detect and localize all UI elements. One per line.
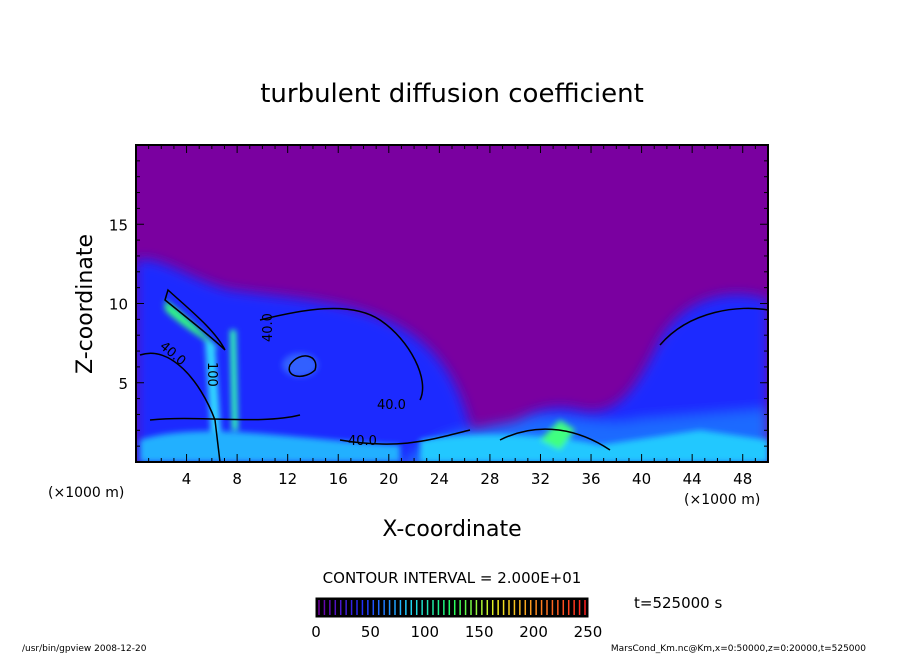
x-tick-label: 20	[379, 470, 398, 488]
x-axis-label: X-coordinate	[382, 517, 521, 542]
colorbar-tick-label: 150	[465, 623, 494, 641]
contour-label: 40.0	[348, 434, 377, 449]
colorbar-ticks: 0 50 100 150 200 250	[311, 623, 602, 641]
contour-interval: CONTOUR INTERVAL = 2.000E+01	[323, 569, 582, 587]
x-tick-label: 28	[480, 470, 499, 488]
field-area: 40.0 40.0 40.0 40.0 100	[136, 145, 768, 462]
y-axis-label: Z-coordinate	[73, 234, 98, 374]
y-axis: 5 10 15	[109, 160, 768, 447]
colorbar-frame	[315, 597, 589, 618]
x-unit-left: (×1000 m)	[48, 485, 124, 501]
colorbar-tick-label: 50	[361, 623, 380, 641]
colorbar-tick-label: 0	[311, 623, 321, 641]
time-label: t=525000 s	[634, 594, 722, 612]
contour-label: 100	[204, 362, 219, 387]
contour-label: 40.0	[377, 398, 406, 413]
field-high-layer	[140, 300, 768, 462]
colorbar-tick-label: 100	[410, 623, 439, 641]
x-axis: 4 8 12 16 20 24 28 32 36 40 44 48	[148, 145, 756, 488]
x-tick-label: 48	[733, 470, 752, 488]
x-tick-label: 40	[632, 470, 651, 488]
footer-left: /usr/bin/gpview 2008-12-20	[22, 644, 147, 654]
x-tick-label: 36	[581, 470, 600, 488]
x-tick-label: 4	[182, 470, 192, 488]
y-tick-label: 10	[109, 296, 128, 314]
x-unit-right: (×1000 m)	[684, 492, 760, 508]
colorbar-tick-label: 200	[519, 623, 548, 641]
contour-label: 40.0	[261, 313, 276, 342]
contour-lines	[139, 288, 768, 462]
x-tick-label: 32	[531, 470, 550, 488]
x-tick-label: 44	[683, 470, 702, 488]
y-tick-label: 5	[118, 375, 128, 393]
colorbar	[315, 597, 589, 618]
x-tick-label: 8	[232, 470, 242, 488]
chart-title: turbulent diffusion coefficient	[260, 79, 644, 109]
colorbar-tick-label: 250	[574, 623, 603, 641]
x-tick-label: 24	[430, 470, 449, 488]
x-tick-label: 12	[278, 470, 297, 488]
y-tick-label: 15	[109, 216, 128, 234]
x-tick-label: 16	[329, 470, 348, 488]
footer-right: MarsCond_Km.nc@Km,x=0:50000,z=0:20000,t=…	[611, 644, 866, 654]
